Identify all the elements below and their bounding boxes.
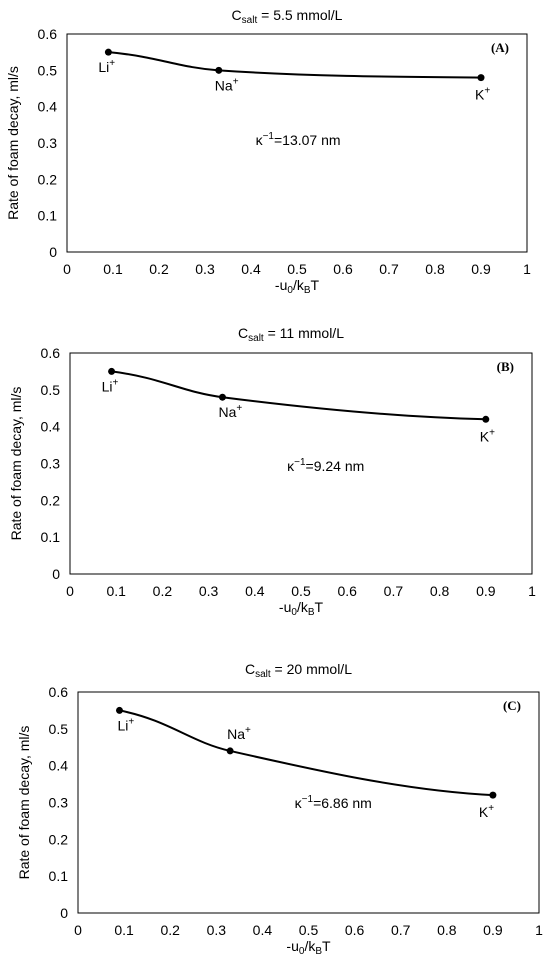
panel-tag: (B) (497, 359, 514, 374)
x-tick-label: 0.5 (291, 583, 311, 599)
chart-title: Csalt = 20 mmol/L (245, 661, 352, 680)
data-point (108, 367, 116, 375)
data-point (226, 747, 234, 755)
x-tick-label: 1 (528, 583, 536, 599)
panel-tag: (A) (491, 40, 509, 55)
y-tick-label: 0 (49, 244, 57, 260)
data-point (215, 66, 223, 74)
y-tick-label: 0 (52, 566, 60, 582)
chart-title: Csalt = 11 mmol/L (238, 325, 344, 344)
series-line (111, 370, 486, 421)
x-tick-label: 0.6 (337, 583, 357, 599)
debye-length-annotation: κ−1=9.24 nm (287, 457, 364, 474)
x-tick-label: 0.4 (241, 261, 261, 277)
plot-frame (77, 691, 540, 914)
point-label: K+ (475, 86, 490, 103)
plot-frame (66, 33, 528, 253)
y-tick-label: 0.3 (38, 135, 58, 151)
series-line (108, 51, 482, 79)
chart-panel: Csalt = 11 mmol/L (B) 0 0.1 0.2 0.3 0.4 0.5 0.6 0… (8, 325, 536, 618)
x-tick-label: 0.9 (471, 261, 491, 277)
y-tick-label: 0.4 (49, 758, 69, 774)
point-label: Na+ (218, 403, 242, 420)
y-axis-label: Rate of foam decay, ml/s (16, 726, 32, 880)
chart-panel: Csalt = 5.5 mmol/L (A) 0 0.1 0.2 0.3 0.4 0.5 0.6… (5, 7, 531, 296)
x-tick-label: 1 (535, 922, 543, 938)
x-tick-label: 0.7 (379, 261, 399, 277)
y-tick-label: 0.2 (49, 831, 69, 847)
x-tick-label: 0 (63, 261, 71, 277)
point-label: Li+ (117, 716, 134, 733)
x-tick-label: 0.8 (425, 261, 445, 277)
y-tick-label: 0.2 (38, 171, 58, 187)
x-tick-label: 0.9 (476, 583, 496, 599)
y-tick-label: 0.3 (41, 456, 61, 472)
chart-panel: Csalt = 20 mmol/L (C) 0 0.1 0.2 0.3 0.4 0.5 0.6 0… (16, 661, 543, 957)
y-tick-label: 0.5 (38, 62, 58, 78)
x-tick-label: 0.7 (391, 922, 411, 938)
point-label: Na+ (227, 725, 251, 742)
x-tick-label: 0.4 (245, 583, 265, 599)
x-tick-label: 0.2 (153, 583, 173, 599)
y-tick-label: 0.1 (38, 208, 58, 224)
point-label: K+ (479, 803, 494, 820)
x-tick-label: 0.3 (199, 583, 219, 599)
point-label: Li+ (102, 377, 119, 394)
data-point (218, 393, 226, 401)
plot-frame (69, 352, 533, 575)
x-tick-label: 0.3 (195, 261, 215, 277)
data-point (104, 48, 112, 56)
x-tick-label: 0.5 (299, 922, 319, 938)
x-tick-label: 0.3 (207, 922, 227, 938)
y-tick-label: 0.6 (49, 684, 69, 700)
point-label: K+ (480, 427, 495, 444)
chart-title: Csalt = 5.5 mmol/L (232, 7, 343, 26)
y-tick-label: 0.6 (41, 345, 61, 361)
y-axis-label: Rate of foam decay, ml/s (8, 387, 24, 541)
panel-tag: (C) (503, 698, 521, 713)
x-tick-label: 0.5 (287, 261, 307, 277)
x-tick-label: 0.6 (333, 261, 353, 277)
y-tick-label: 0.2 (41, 492, 61, 508)
x-tick-label: 0.2 (160, 922, 180, 938)
y-axis-label: Rate of foam decay, ml/s (5, 66, 21, 220)
x-tick-label: 0.6 (345, 922, 365, 938)
x-axis-label: -u0/kBT (286, 938, 331, 957)
x-tick-label: 0.9 (483, 922, 503, 938)
x-tick-label: 0.2 (149, 261, 169, 277)
point-label: Na+ (215, 76, 239, 93)
x-tick-label: 0.8 (430, 583, 450, 599)
y-tick-label: 0.4 (38, 99, 58, 115)
x-tick-label: 0.7 (384, 583, 404, 599)
data-point (489, 791, 497, 799)
debye-length-annotation: κ−1=6.86 nm (295, 794, 372, 811)
x-tick-label: 0.1 (114, 922, 134, 938)
series-line (119, 709, 493, 797)
y-tick-label: 0.3 (49, 795, 69, 811)
y-tick-label: 0.5 (41, 382, 61, 398)
y-tick-label: 0.1 (41, 529, 61, 545)
debye-length-annotation: κ−1=13.07 nm (256, 131, 341, 148)
x-tick-label: 1 (523, 261, 531, 277)
x-tick-label: 0.1 (106, 583, 126, 599)
y-tick-label: 0.5 (49, 721, 69, 737)
x-axis-label: -u0/kBT (279, 599, 324, 618)
point-label: Li+ (98, 58, 115, 75)
data-point (482, 415, 490, 423)
data-point (477, 74, 485, 82)
y-tick-label: 0 (60, 905, 68, 921)
y-tick-label: 0.6 (38, 26, 58, 42)
x-tick-label: 0.1 (103, 261, 123, 277)
data-point (115, 706, 123, 714)
x-tick-label: 0 (66, 583, 74, 599)
x-tick-label: 0.8 (437, 922, 457, 938)
y-tick-label: 0.4 (41, 419, 61, 435)
x-tick-label: 0 (74, 922, 82, 938)
x-tick-label: 0.4 (253, 922, 273, 938)
x-axis-label: -u0/kBT (275, 277, 320, 296)
y-tick-label: 0.1 (49, 868, 69, 884)
